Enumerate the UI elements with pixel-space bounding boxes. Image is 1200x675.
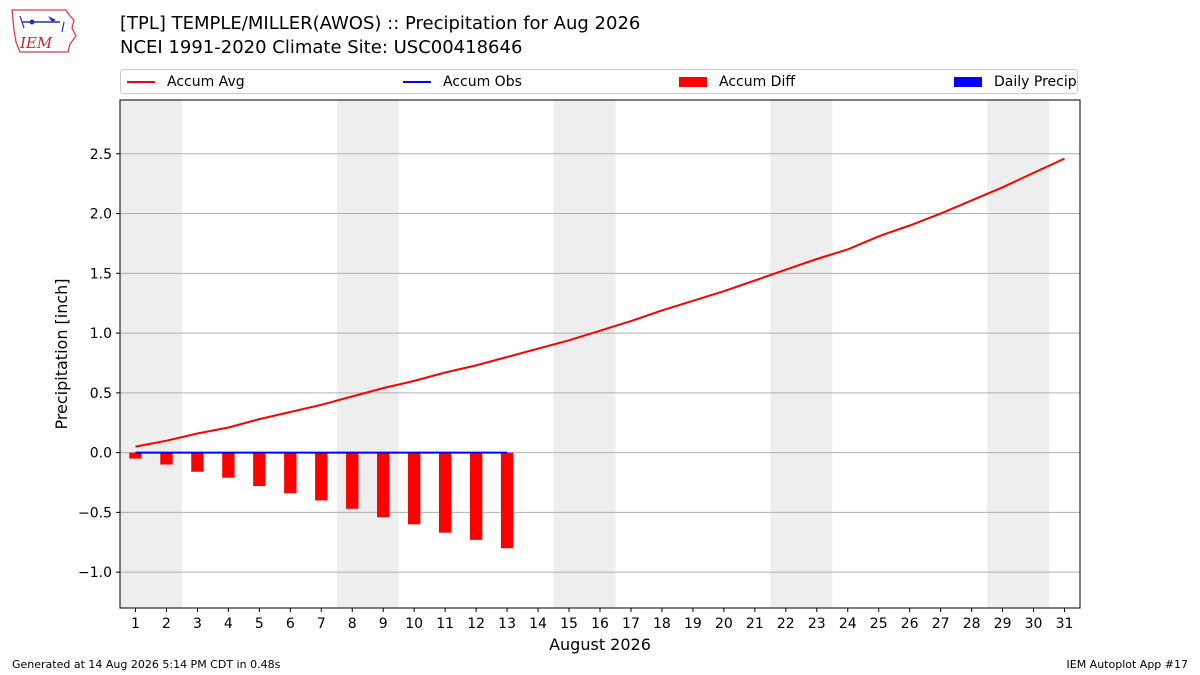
- accum-diff-bar: [222, 452, 235, 478]
- accum-diff-bar: [315, 452, 328, 501]
- x-tick-label: 29: [994, 616, 1012, 632]
- accum-diff-bar: [469, 452, 483, 540]
- y-tick-label: 2.5: [90, 147, 112, 163]
- x-tick-label: 30: [1025, 616, 1043, 632]
- x-tick-label: 27: [932, 616, 950, 632]
- accum-diff-bars: [129, 452, 514, 549]
- accum-diff-bar: [284, 452, 297, 494]
- legend-item-accum-diff: Accum Diff: [679, 70, 795, 93]
- x-tick-label: 25: [870, 616, 888, 632]
- x-tick-label: 2: [162, 616, 171, 632]
- x-tick-label: 22: [777, 616, 795, 632]
- x-tick-label: 28: [963, 616, 981, 632]
- legend-swatch-accum-avg: [127, 80, 155, 83]
- logo-text: IEM: [19, 34, 53, 52]
- x-tick-label: 14: [529, 616, 547, 632]
- x-tick-label: 12: [467, 616, 485, 632]
- x-tick-label: 13: [498, 616, 516, 632]
- legend-swatch-daily-precip: [954, 76, 982, 87]
- legend-label-accum-diff: Accum Diff: [719, 73, 796, 90]
- legend-label-accum-avg: Accum Avg: [167, 73, 245, 90]
- y-tick-label: 1.5: [90, 266, 112, 282]
- accum-diff-bar: [253, 452, 266, 487]
- accum-diff-bar: [377, 452, 390, 518]
- legend-item-accum-obs: Accum Obs: [403, 70, 522, 93]
- accum-avg-line: [135, 157, 1065, 448]
- x-tick-label: 3: [193, 616, 202, 632]
- weekend-band-3: [770, 100, 833, 608]
- x-tick-label: 20: [715, 616, 733, 632]
- y-tick-label: −0.5: [78, 505, 112, 521]
- x-tick-label: 9: [379, 616, 388, 632]
- accum-diff-bar: [408, 452, 421, 525]
- accum-diff-bar: [129, 452, 142, 459]
- x-tick-label: 7: [317, 616, 326, 632]
- x-tick-label: 8: [348, 616, 357, 632]
- weekend-band-4: [987, 100, 1050, 608]
- series-lines: [135, 157, 1065, 454]
- y-tick-label: 0.0: [90, 446, 112, 462]
- x-tick-label: 24: [839, 616, 857, 632]
- y-axis-label: Precipitation [inch]: [52, 278, 71, 429]
- y-tick-label: −1.0: [78, 565, 112, 581]
- legend-item-accum-avg: Accum Avg: [127, 70, 245, 93]
- accum-diff-bar: [191, 452, 204, 472]
- x-tick-label: 11: [436, 616, 454, 632]
- x-tick-label: 15: [560, 616, 578, 632]
- x-tick-label: 5: [255, 616, 264, 632]
- iem-logo[interactable]: IEM: [8, 6, 80, 58]
- x-tick-label: 21: [746, 616, 764, 632]
- x-tick-label: 6: [286, 616, 295, 632]
- y-tick-label: 2.0: [90, 207, 112, 223]
- weekend-shading: [120, 100, 1050, 608]
- legend-swatch-accum-obs: [403, 80, 431, 83]
- x-tick-label: 19: [684, 616, 702, 632]
- chart-title: [TPL] TEMPLE/MILLER(AWOS) :: Precipitati…: [120, 13, 641, 34]
- y-tick-label: 1.0: [90, 326, 112, 342]
- weekend-band-0: [120, 100, 182, 608]
- y-tick-label: 0.5: [90, 386, 112, 402]
- x-tick-label: 10: [405, 616, 423, 632]
- x-tick-label: 4: [224, 616, 233, 632]
- accum-diff-bar: [160, 452, 173, 465]
- legend: Accum Avg Accum Obs Accum Diff Daily Pre…: [120, 69, 1078, 94]
- x-tick-label: 18: [653, 616, 671, 632]
- legend-item-daily-precip: Daily Precip: [954, 70, 1077, 93]
- chart-subtitle: NCEI 1991-2020 Climate Site: USC00418646: [120, 37, 523, 58]
- legend-label-accum-obs: Accum Obs: [443, 73, 522, 90]
- x-tick-label: 31: [1056, 616, 1074, 632]
- x-tick-label: 26: [901, 616, 919, 632]
- weekend-band-2: [553, 100, 616, 608]
- footer-app-text: IEM Autoplot App #17: [1066, 658, 1189, 671]
- x-tick-label: 16: [591, 616, 609, 632]
- accum-diff-bar: [346, 452, 359, 509]
- footer-generated-text: Generated at 14 Aug 2026 5:14 PM CDT in …: [12, 658, 281, 671]
- weekend-band-1: [336, 100, 399, 608]
- x-tick-label: 1: [131, 616, 140, 632]
- accum-diff-bar: [500, 452, 514, 549]
- x-axis-label: August 2026: [549, 635, 651, 654]
- x-tick-label: 17: [622, 616, 640, 632]
- accum-diff-bar: [438, 452, 452, 533]
- x-tick-label: 23: [808, 616, 826, 632]
- legend-label-daily-precip: Daily Precip: [994, 73, 1077, 90]
- legend-swatch-accum-diff: [679, 76, 707, 87]
- axis-ticks: −1.0−0.50.00.51.01.52.02.51 2 3 4 5 6 7 8 9 10 11 1…: [78, 147, 1073, 632]
